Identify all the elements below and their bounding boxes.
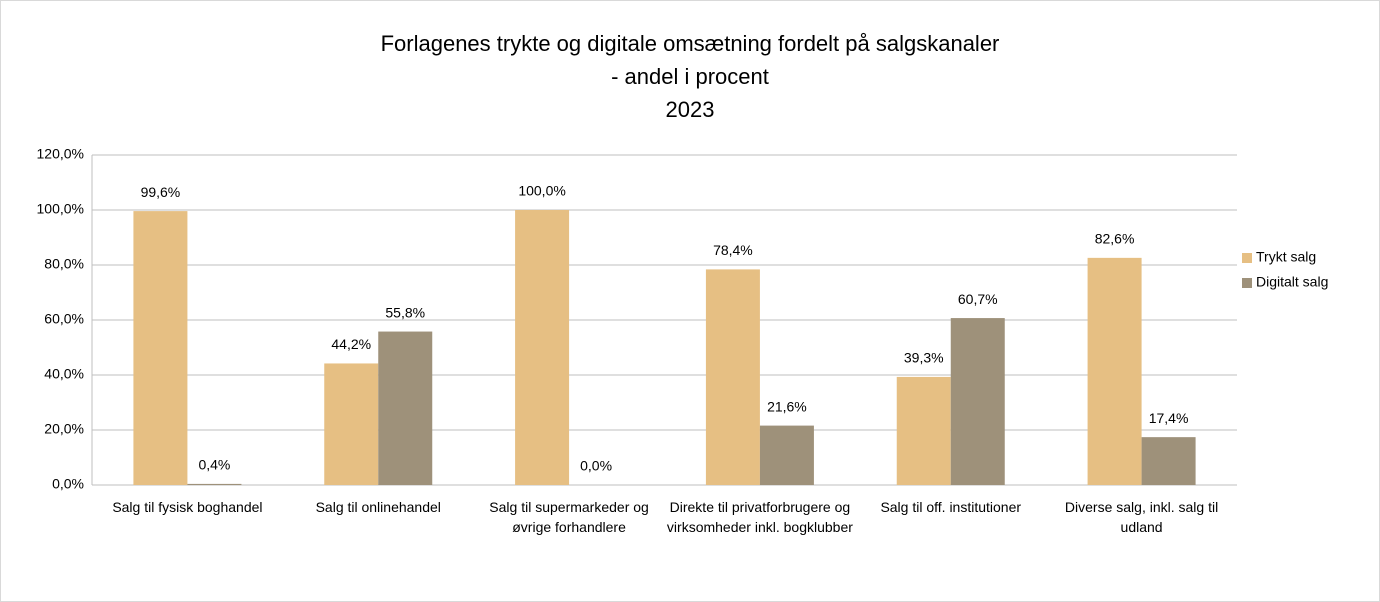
value-label: 17,4% (1149, 410, 1189, 426)
bar (1087, 257, 1142, 485)
value-label: 0,4% (198, 457, 230, 473)
bar (324, 363, 379, 485)
chart-title: Forlagenes trykte og digitale omsætning … (381, 31, 1000, 56)
value-label: 82,6% (1095, 231, 1135, 247)
legend-label: Trykt salg (1256, 249, 1316, 265)
value-label: 60,7% (958, 291, 998, 307)
bar (759, 425, 814, 485)
x-tick-label: Diverse salg, inkl. salg til udland (1064, 499, 1219, 535)
value-label: 100,0% (518, 183, 565, 199)
value-label: 99,6% (141, 184, 181, 200)
bar (896, 376, 951, 485)
bar (515, 210, 570, 485)
value-label: 21,6% (767, 398, 807, 414)
y-tick-label: 40,0% (44, 366, 84, 382)
y-tick-label: 60,0% (44, 311, 84, 327)
y-tick-label: 80,0% (44, 256, 84, 272)
bar (950, 318, 1005, 485)
bar (705, 269, 760, 485)
value-label: 39,3% (904, 350, 944, 366)
y-tick-label: 20,0% (44, 421, 84, 437)
legend-label: Digitalt salg (1256, 274, 1328, 290)
x-tick-label: Direkte til privatforbrugere og virksomh… (666, 499, 853, 535)
y-tick-label: 120,0% (37, 146, 84, 162)
value-label: 44,2% (331, 336, 371, 352)
bar (133, 211, 188, 485)
value-label: 78,4% (713, 242, 753, 258)
bar (378, 331, 433, 485)
value-label: 55,8% (385, 304, 425, 320)
x-tick-label: Salg til fysisk boghandel (112, 499, 263, 515)
chart-subtitle: - andel i procent (611, 64, 769, 89)
x-tick-label: Salg til supermarkeder og øvrige forhand… (489, 499, 649, 535)
bar (1141, 437, 1196, 485)
bar (187, 483, 242, 485)
x-tick-label: Salg til off. institutioner (880, 499, 1022, 515)
legend-swatch (1242, 253, 1252, 263)
chart-year: 2023 (666, 97, 715, 122)
y-tick-label: 100,0% (37, 201, 84, 217)
legend-swatch (1242, 278, 1252, 288)
x-tick-label: Salg til onlinehandel (315, 499, 441, 515)
value-label: 0,0% (580, 458, 612, 474)
y-tick-label: 0,0% (52, 476, 84, 492)
